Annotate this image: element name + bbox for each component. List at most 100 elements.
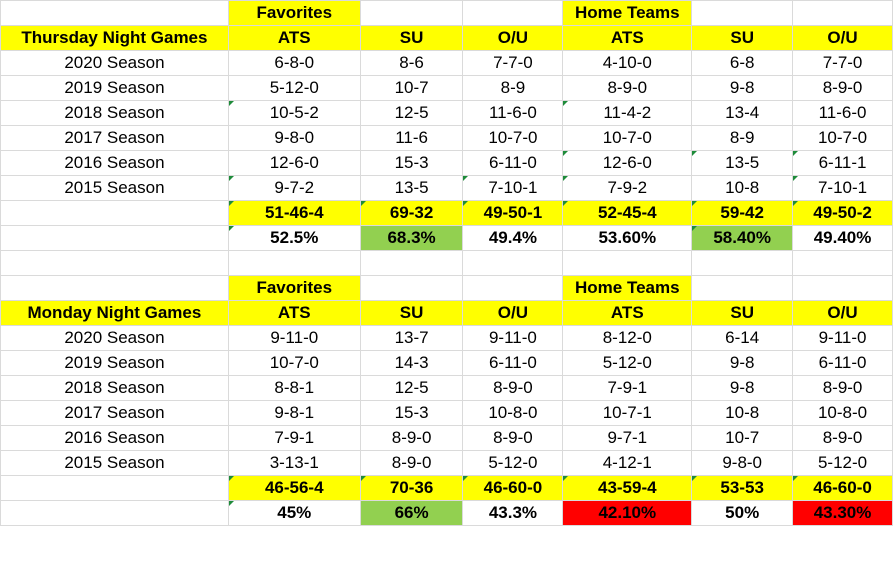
data-cell[interactable]: 8-9-0: [462, 425, 564, 451]
column-header[interactable]: SU: [359, 25, 464, 51]
data-cell[interactable]: 10-8-0: [792, 400, 893, 426]
total-cell[interactable]: 43-59-4: [562, 475, 693, 501]
row-label[interactable]: 2015 Season: [0, 175, 229, 201]
total-cell[interactable]: 69-32: [359, 200, 464, 226]
row-label[interactable]: 2019 Season: [0, 350, 229, 376]
data-cell[interactable]: 15-3: [359, 400, 464, 426]
data-cell[interactable]: 6-11-0: [792, 350, 893, 376]
cell[interactable]: [792, 275, 893, 301]
data-cell[interactable]: 12-5: [359, 375, 464, 401]
data-cell[interactable]: 9-8: [691, 375, 794, 401]
row-label[interactable]: 2015 Season: [0, 450, 229, 476]
data-cell[interactable]: 10-8: [691, 400, 794, 426]
data-cell[interactable]: 14-3: [359, 350, 464, 376]
data-cell[interactable]: 8-9-0: [359, 450, 464, 476]
data-cell[interactable]: 9-7-1: [562, 425, 693, 451]
data-cell[interactable]: 6-14: [691, 325, 794, 351]
data-cell[interactable]: 9-8: [691, 350, 794, 376]
cell[interactable]: [0, 200, 229, 226]
percentage-cell[interactable]: 66%: [359, 500, 464, 526]
data-cell[interactable]: 6-11-0: [462, 350, 564, 376]
cell[interactable]: [359, 250, 464, 276]
data-cell[interactable]: 13-4: [691, 100, 794, 126]
cell[interactable]: [792, 0, 893, 26]
data-cell[interactable]: 7-10-1: [792, 175, 893, 201]
data-cell[interactable]: 7-7-0: [792, 50, 893, 76]
cell[interactable]: [462, 275, 564, 301]
total-cell[interactable]: 46-60-0: [462, 475, 564, 501]
percentage-cell[interactable]: 45%: [227, 500, 361, 526]
cell[interactable]: [0, 0, 229, 26]
percentage-cell[interactable]: 50%: [691, 500, 794, 526]
data-cell[interactable]: 5-12-0: [227, 75, 361, 101]
data-cell[interactable]: 12-6-0: [227, 150, 361, 176]
percentage-cell[interactable]: 43.3%: [462, 500, 564, 526]
column-header[interactable]: ATS: [227, 300, 361, 326]
data-cell[interactable]: 9-8-0: [227, 125, 361, 151]
total-cell[interactable]: 53-53: [691, 475, 794, 501]
total-cell[interactable]: 49-50-2: [792, 200, 893, 226]
data-cell[interactable]: 10-7-0: [562, 125, 693, 151]
data-cell[interactable]: 9-8-0: [691, 450, 794, 476]
data-cell[interactable]: 8-8-1: [227, 375, 361, 401]
data-cell[interactable]: 10-7: [359, 75, 464, 101]
data-cell[interactable]: 6-11-1: [792, 150, 893, 176]
column-header[interactable]: SU: [359, 300, 464, 326]
data-cell[interactable]: 5-12-0: [462, 450, 564, 476]
row-label[interactable]: 2017 Season: [0, 400, 229, 426]
column-header[interactable]: SU: [691, 300, 794, 326]
group-header-favorites[interactable]: Favorites: [227, 275, 361, 301]
data-cell[interactable]: 8-9-0: [462, 375, 564, 401]
data-cell[interactable]: 8-6: [359, 50, 464, 76]
cell[interactable]: [462, 0, 564, 26]
percentage-cell[interactable]: 58.40%: [691, 225, 794, 251]
data-cell[interactable]: 11-6-0: [792, 100, 893, 126]
row-label[interactable]: 2020 Season: [0, 50, 229, 76]
cell[interactable]: [227, 250, 361, 276]
table-title[interactable]: Thursday Night Games: [0, 25, 229, 51]
data-cell[interactable]: 6-8: [691, 50, 794, 76]
data-cell[interactable]: 12-6-0: [562, 150, 693, 176]
cell[interactable]: [691, 250, 794, 276]
group-header-home-teams[interactable]: Home Teams: [562, 0, 693, 26]
data-cell[interactable]: 8-9-0: [562, 75, 693, 101]
data-cell[interactable]: 3-13-1: [227, 450, 361, 476]
data-cell[interactable]: 10-7-0: [792, 125, 893, 151]
data-cell[interactable]: 8-12-0: [562, 325, 693, 351]
percentage-cell[interactable]: 49.4%: [462, 225, 564, 251]
data-cell[interactable]: 8-9-0: [792, 425, 893, 451]
data-cell[interactable]: 10-7-1: [562, 400, 693, 426]
data-cell[interactable]: 9-11-0: [462, 325, 564, 351]
percentage-cell[interactable]: 42.10%: [562, 500, 693, 526]
data-cell[interactable]: 7-9-1: [562, 375, 693, 401]
row-label[interactable]: 2018 Season: [0, 100, 229, 126]
cell[interactable]: [0, 475, 229, 501]
data-cell[interactable]: 9-7-2: [227, 175, 361, 201]
cell[interactable]: [792, 250, 893, 276]
data-cell[interactable]: 6-11-0: [462, 150, 564, 176]
data-cell[interactable]: 6-8-0: [227, 50, 361, 76]
data-cell[interactable]: 4-12-1: [562, 450, 693, 476]
data-cell[interactable]: 8-9: [691, 125, 794, 151]
column-header[interactable]: O/U: [792, 300, 893, 326]
table-title[interactable]: Monday Night Games: [0, 300, 229, 326]
data-cell[interactable]: 9-8-1: [227, 400, 361, 426]
row-label[interactable]: 2016 Season: [0, 150, 229, 176]
column-header[interactable]: O/U: [462, 25, 564, 51]
data-cell[interactable]: 12-5: [359, 100, 464, 126]
row-label[interactable]: 2017 Season: [0, 125, 229, 151]
data-cell[interactable]: 5-12-0: [562, 350, 693, 376]
cell[interactable]: [462, 250, 564, 276]
percentage-cell[interactable]: 52.5%: [227, 225, 361, 251]
percentage-cell[interactable]: 49.40%: [792, 225, 893, 251]
data-cell[interactable]: 13-5: [691, 150, 794, 176]
cell[interactable]: [0, 225, 229, 251]
column-header[interactable]: ATS: [562, 300, 693, 326]
total-cell[interactable]: 59-42: [691, 200, 794, 226]
cell[interactable]: [0, 500, 229, 526]
data-cell[interactable]: 10-7: [691, 425, 794, 451]
data-cell[interactable]: 8-9-0: [792, 75, 893, 101]
group-header-home-teams[interactable]: Home Teams: [562, 275, 693, 301]
data-cell[interactable]: 10-7-0: [227, 350, 361, 376]
data-cell[interactable]: 13-5: [359, 175, 464, 201]
